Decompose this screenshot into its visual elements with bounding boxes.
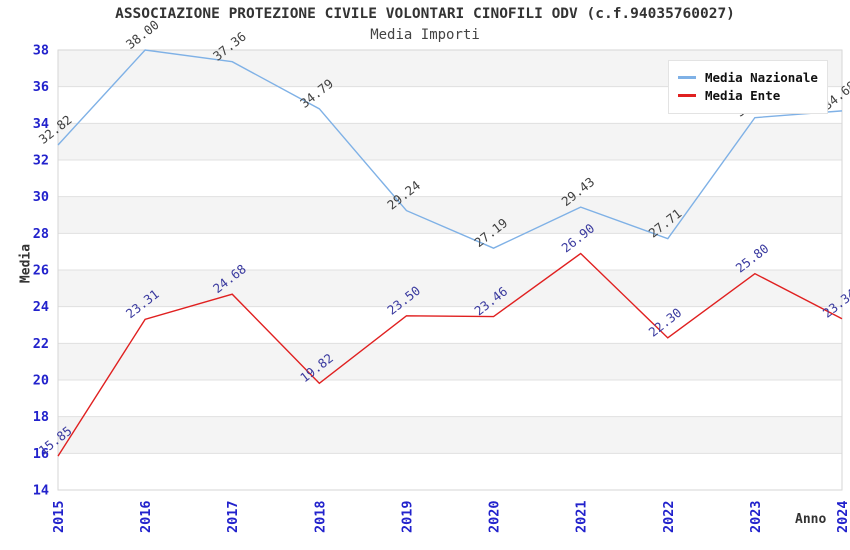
legend-item-media-ente: Media Ente (678, 88, 818, 103)
legend-item-media-nazionale: Media Nazionale (678, 70, 818, 85)
svg-text:2016: 2016 (138, 500, 154, 533)
svg-text:38.00: 38.00 (123, 17, 162, 52)
svg-text:34: 34 (33, 116, 49, 132)
series-line-media-ente (57, 252, 843, 457)
x-axis-label: Anno (795, 512, 827, 527)
svg-text:2022: 2022 (661, 500, 677, 533)
legend-swatch-media-nazionale (678, 76, 696, 79)
svg-text:24: 24 (33, 299, 49, 315)
svg-text:30: 30 (33, 189, 49, 205)
plot-border (57, 49, 843, 491)
svg-text:16: 16 (33, 446, 49, 462)
chart-subtitle: Media Importi (370, 27, 480, 43)
chart-title: ASSOCIAZIONE PROTEZIONE CIVILE VOLONTARI… (115, 6, 735, 22)
legend: Media Nazionale Media Ente (668, 60, 828, 114)
svg-text:2019: 2019 (399, 500, 415, 533)
svg-text:14: 14 (33, 483, 49, 499)
legend-label-media-ente: Media Ente (705, 88, 781, 103)
series-line-media-nazionale (57, 49, 843, 249)
svg-text:2024: 2024 (835, 500, 850, 533)
svg-text:26: 26 (33, 263, 49, 279)
legend-label-media-nazionale: Media Nazionale (705, 70, 818, 85)
svg-text:2017: 2017 (225, 500, 241, 533)
svg-text:2015: 2015 (51, 500, 67, 533)
legend-swatch-media-ente (678, 94, 696, 97)
y-tick-labels: 14 16 18 20 22 24 26 28 30 32 34 36 38 (33, 43, 49, 499)
svg-text:2020: 2020 (487, 500, 503, 533)
svg-text:2023: 2023 (748, 500, 764, 533)
svg-text:22: 22 (33, 336, 49, 352)
svg-text:32: 32 (33, 153, 49, 169)
grid-bands (58, 50, 842, 454)
y-axis-label: Media (18, 243, 34, 284)
svg-text:2021: 2021 (574, 500, 590, 533)
svg-text:36: 36 (33, 79, 49, 95)
svg-text:20: 20 (33, 373, 49, 389)
svg-text:18: 18 (33, 409, 49, 425)
svg-text:28: 28 (33, 226, 49, 242)
svg-text:38: 38 (33, 43, 49, 59)
svg-text:2018: 2018 (312, 500, 328, 533)
x-tick-labels: 2015 2016 2017 2018 2019 2020 2021 2022 2023 2024 (51, 500, 850, 533)
